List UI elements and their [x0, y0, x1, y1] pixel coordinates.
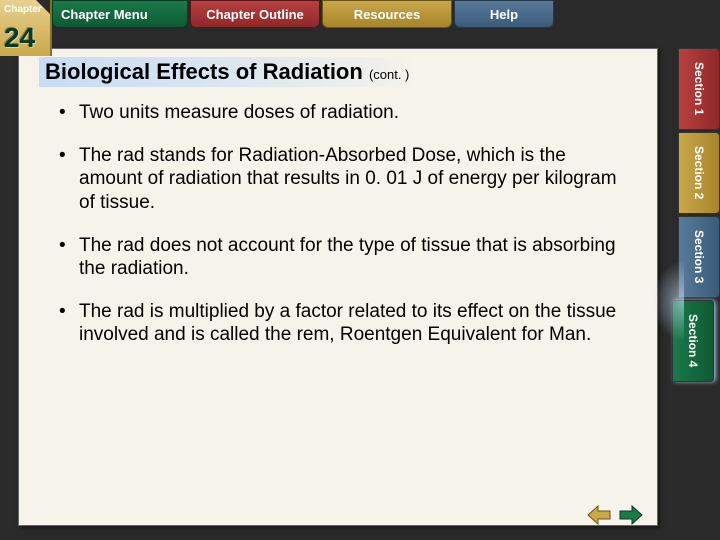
tab-label: Chapter Outline	[206, 7, 304, 22]
bullet-item: Two units measure doses of radiation.	[59, 101, 631, 124]
slide-title: Biological Effects of Radiation (cont. )	[19, 49, 657, 97]
chapter-badge: Chapter 24	[0, 0, 52, 56]
tab-chapter-outline[interactable]: Chapter Outline	[190, 0, 320, 28]
section-tab-label: Section 4	[686, 314, 700, 367]
slide-title-main: Biological Effects of Radiation	[45, 59, 363, 84]
arrow-left-icon	[586, 504, 612, 526]
section-tab-4[interactable]: Section 4	[672, 300, 714, 382]
slide-content: Biological Effects of Radiation (cont. )…	[18, 48, 658, 526]
section-tab-label: Section 1	[692, 62, 706, 115]
section-tab-label: Section 2	[692, 146, 706, 199]
section-tabs: Section 1 Section 2 Section 3 Section 4	[678, 48, 720, 384]
tab-label: Help	[490, 7, 518, 22]
page-fold-icon	[36, 0, 50, 14]
slide-nav-arrows	[586, 504, 644, 526]
chapter-number: 24	[4, 22, 35, 54]
tab-help[interactable]: Help	[454, 0, 554, 28]
section-tab-2[interactable]: Section 2	[678, 132, 720, 214]
section-tab-3[interactable]: Section 3	[678, 216, 720, 298]
arrow-right-icon	[618, 504, 644, 526]
prev-slide-button[interactable]	[586, 504, 612, 526]
section-tab-1[interactable]: Section 1	[678, 48, 720, 130]
section-tab-label: Section 3	[692, 230, 706, 283]
bullet-item: The rad is multiplied by a factor relate…	[59, 300, 631, 346]
tab-label: Resources	[354, 7, 420, 22]
tab-label: Chapter Menu	[61, 7, 148, 22]
slide-title-cont: (cont. )	[369, 67, 409, 82]
tab-chapter-menu[interactable]: Chapter Menu	[52, 0, 188, 28]
bullet-item: The rad stands for Radiation-Absorbed Do…	[59, 144, 631, 214]
bullet-item: The rad does not account for the type of…	[59, 234, 631, 280]
top-nav-bar: Chapter 24 Chapter Menu Chapter Outline …	[0, 0, 720, 42]
next-slide-button[interactable]	[618, 504, 644, 526]
tab-resources[interactable]: Resources	[322, 0, 452, 28]
bullet-list: Two units measure doses of radiation. Th…	[19, 97, 657, 346]
